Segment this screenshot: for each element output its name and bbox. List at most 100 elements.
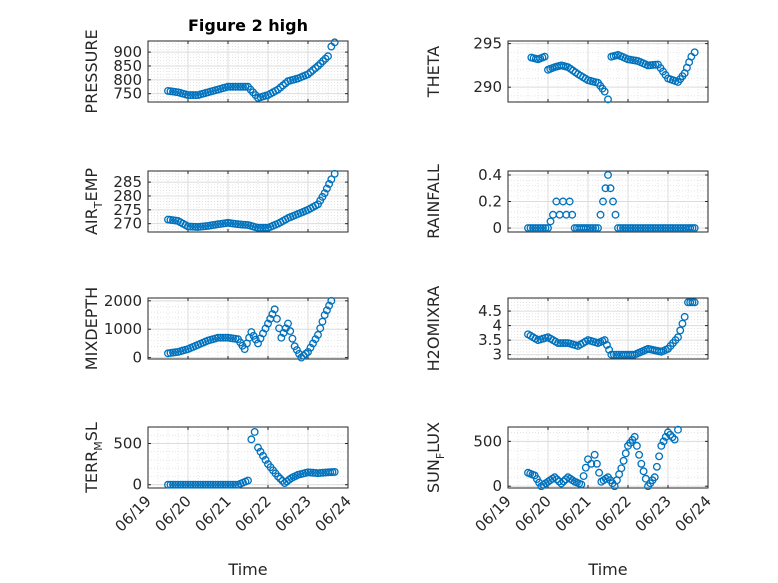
y-tick-label: 0.2	[478, 193, 502, 211]
data-point	[586, 224, 595, 232]
data-point	[619, 224, 627, 232]
data-point	[316, 59, 325, 68]
data-point	[239, 220, 247, 229]
data-point	[179, 480, 187, 489]
data-point	[229, 82, 237, 91]
data-point	[241, 220, 250, 229]
data-point	[526, 224, 535, 232]
data-point	[186, 91, 195, 100]
y-tick-label: 4	[492, 317, 502, 335]
data-point	[568, 210, 577, 219]
data-point	[319, 468, 327, 477]
data-point	[194, 480, 202, 489]
data-point	[616, 224, 625, 232]
data-point	[599, 197, 607, 206]
y-tick-label: 0	[132, 476, 142, 494]
data-point	[674, 224, 682, 232]
data-point	[324, 52, 332, 61]
data-point	[680, 312, 689, 321]
subplot-rainfall: 0 0.2 0.4 RAINFALL	[424, 164, 709, 239]
y-tick-label: 3.5	[478, 331, 502, 349]
data-point	[690, 224, 699, 232]
axes-box	[507, 40, 709, 103]
data-point	[536, 224, 545, 232]
data-point	[565, 197, 574, 206]
data-point	[316, 324, 325, 333]
data-point	[670, 435, 679, 444]
data-point	[309, 468, 317, 477]
data-point	[605, 345, 614, 354]
data-point	[668, 433, 677, 442]
y-tick-label: 270	[113, 215, 142, 233]
data-point	[276, 474, 285, 483]
data-point	[639, 224, 647, 232]
data-point	[219, 333, 227, 342]
data-point	[306, 468, 315, 477]
data-point	[595, 468, 604, 477]
data-point	[664, 428, 672, 437]
data-point	[320, 189, 329, 198]
data-point	[631, 224, 640, 232]
data-point	[189, 91, 197, 100]
data-point	[316, 469, 325, 477]
data-point	[611, 210, 620, 219]
data-point	[284, 319, 292, 328]
data-point	[231, 480, 240, 489]
data-point	[191, 222, 200, 231]
data-point	[304, 468, 312, 477]
data-point	[555, 477, 564, 486]
data-point	[219, 480, 227, 489]
data-point	[690, 48, 699, 57]
data-point	[539, 224, 547, 232]
data-point	[589, 224, 597, 232]
y-tick-label: 750	[113, 85, 142, 103]
data-point	[309, 339, 317, 348]
data-point	[626, 224, 635, 232]
data-point	[581, 463, 590, 472]
data-point	[601, 184, 610, 193]
data-point	[211, 480, 220, 489]
series-markers	[524, 425, 682, 491]
data-point	[554, 339, 562, 347]
data-point	[636, 224, 645, 232]
data-point	[256, 447, 265, 456]
data-point	[236, 82, 245, 91]
subplot-theta: 290 295 THETA	[424, 35, 709, 104]
data-point	[562, 210, 571, 219]
data-point	[590, 450, 599, 459]
data-point	[534, 224, 542, 232]
data-point	[224, 82, 232, 91]
data-point	[236, 220, 245, 229]
data-point	[609, 197, 617, 206]
data-point	[544, 224, 552, 232]
x-axis-label: Time	[587, 560, 627, 579]
data-point	[286, 327, 295, 336]
data-point	[256, 223, 265, 232]
data-point	[214, 480, 222, 489]
data-point	[602, 341, 611, 349]
subplot-h2omixra: 33.544.5 H2OMIXRA	[424, 286, 709, 371]
y-tick-label: 500	[473, 432, 502, 450]
data-point	[607, 350, 616, 359]
data-point	[320, 311, 329, 319]
data-point	[646, 224, 655, 232]
data-point	[322, 184, 331, 193]
data-point	[186, 222, 195, 231]
data-point	[164, 480, 172, 489]
y-tick-label: 275	[113, 201, 142, 219]
series-markers	[164, 296, 336, 362]
data-point	[604, 171, 612, 179]
data-point	[651, 224, 660, 232]
y-tick-label: 900	[113, 43, 142, 61]
y-axis-label: AIRTEMP	[82, 168, 105, 235]
data-point	[261, 223, 270, 232]
data-point	[306, 343, 315, 352]
data-point	[606, 184, 615, 193]
data-point	[274, 472, 282, 481]
series-markers	[524, 298, 699, 359]
y-axis-label: TERRMSL	[82, 422, 105, 494]
data-point	[214, 333, 222, 342]
y-tick-label: 0	[492, 477, 502, 495]
